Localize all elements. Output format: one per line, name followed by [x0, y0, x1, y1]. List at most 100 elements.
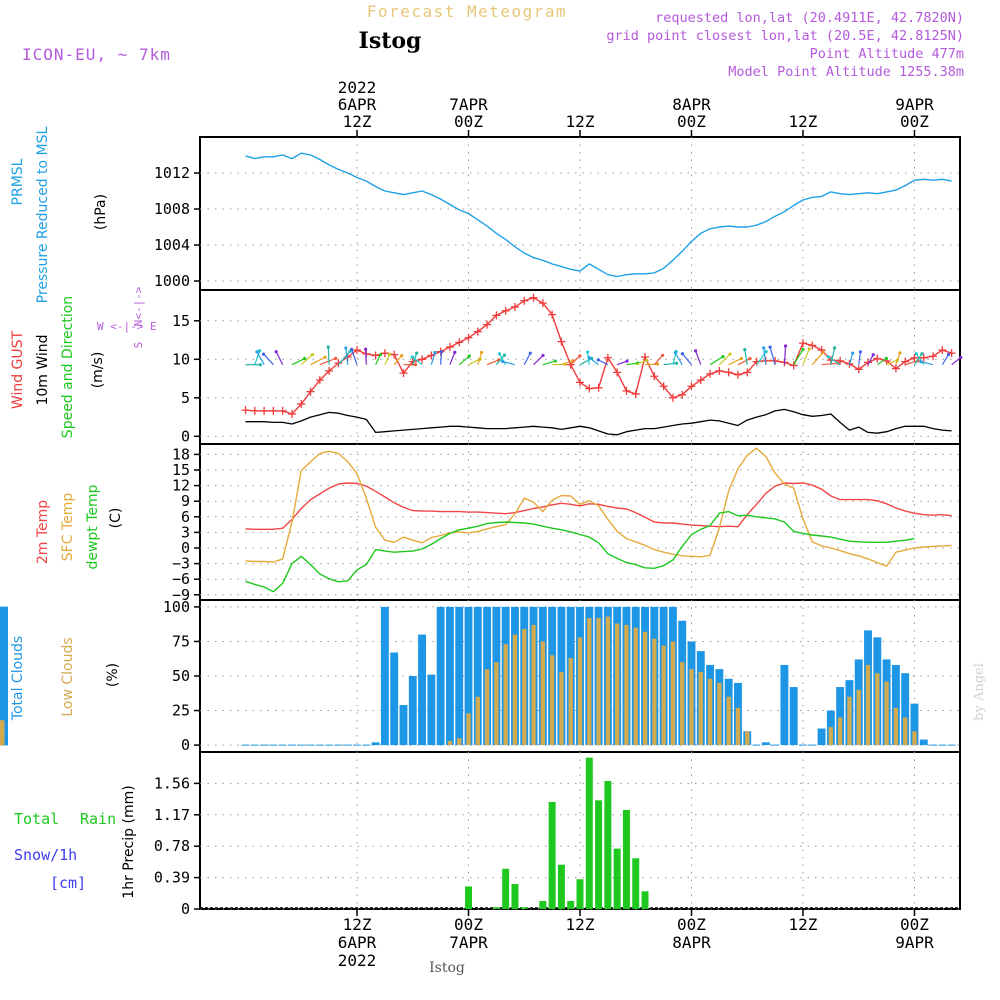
low-clouds-bar	[707, 678, 713, 746]
total-clouds-bar	[464, 606, 473, 746]
rain-bar	[539, 900, 547, 909]
wind-arrow-head	[344, 346, 348, 350]
x-tick-label-bottom: 6APR	[338, 933, 377, 952]
wind-arrow	[718, 353, 731, 366]
wind-arrow-head	[821, 350, 825, 354]
x-tick-label-top: 00Z	[677, 112, 706, 131]
rain-bar	[641, 891, 649, 909]
x-tick-label-bottom: 7APR	[449, 933, 488, 952]
gust-marker	[696, 376, 705, 385]
low-clouds-bar	[735, 707, 741, 746]
wind-arrow	[533, 355, 544, 366]
rain-bar	[613, 848, 621, 909]
wind-arrow-head	[388, 352, 392, 356]
model-label: ICON-EU, ~ 7km	[22, 45, 171, 64]
wind-arrow	[737, 358, 751, 366]
wind-arrow	[291, 357, 305, 366]
gust-marker	[678, 390, 687, 399]
y-tick-label: 18	[172, 445, 190, 463]
rain-bar	[548, 801, 556, 909]
low-clouds-bar	[494, 662, 499, 746]
y-tick-label: 9	[181, 492, 190, 510]
gust-marker	[445, 342, 454, 351]
low-clouds-bar	[624, 624, 629, 746]
y-tick-label: −3	[172, 555, 190, 573]
gust-marker	[743, 368, 752, 377]
wind-arrow-head	[721, 355, 725, 359]
gust-marker	[929, 352, 938, 361]
wind-arrow	[300, 354, 313, 366]
wind-arrow	[384, 353, 391, 365]
wind-arrow	[876, 357, 887, 366]
gust-marker	[260, 406, 269, 415]
x-tick-label-top: 12Z	[566, 112, 595, 131]
gust-marker	[287, 409, 296, 418]
low-clouds-bar	[531, 624, 536, 746]
y-tick-label: 1008	[154, 200, 190, 218]
x-tick-label-top: 12Z	[343, 112, 372, 131]
wind-arrow	[393, 355, 403, 366]
rain-bar	[492, 907, 500, 909]
low-clouds-bar	[837, 717, 843, 746]
low-clouds-bar	[884, 681, 889, 746]
gust-marker	[501, 306, 510, 315]
x-tick-label-bottom: 00Z	[677, 915, 706, 934]
wind-arrow-head	[783, 344, 788, 348]
wind-arrow	[905, 360, 919, 366]
total-clouds-label: Total Clouds	[10, 636, 26, 721]
y-tick-label: 1.17	[154, 806, 190, 824]
x-tick-label-bottom: 2022	[338, 951, 377, 970]
wind-arrow-head	[274, 350, 278, 354]
wind-arrow-head	[528, 351, 532, 355]
wind-arrow-head	[739, 356, 744, 361]
low-clouds-bar	[893, 707, 899, 746]
wind-arrow	[411, 356, 423, 366]
wind-arrow	[811, 351, 824, 366]
total-clouds-bar	[408, 676, 417, 746]
gust-line	[245, 297, 952, 415]
gust-marker	[594, 383, 603, 392]
grid-point-coords: grid point closest lon,lat (20.5E, 42.81…	[606, 28, 964, 44]
wind-arrow	[920, 361, 934, 366]
wind-arrow-head	[743, 348, 747, 352]
gust-marker	[306, 387, 315, 396]
wind-arrow-head	[914, 352, 918, 356]
wind-desc-label: Speed and Direction	[60, 296, 76, 438]
wind-arrow	[458, 355, 470, 366]
y-tick-label: 50	[172, 667, 190, 685]
y-tick-label: 10	[172, 350, 190, 368]
wind-arrow-head	[959, 355, 963, 360]
wind-arrow-head	[920, 352, 924, 356]
wind-arrow	[728, 357, 742, 366]
low-clouds-bar	[512, 634, 518, 746]
gust-marker	[557, 337, 566, 346]
low-clouds-bar	[698, 671, 703, 746]
wind-arrow	[588, 357, 599, 366]
gust-marker	[910, 353, 919, 362]
dewpt-line	[245, 510, 915, 593]
gust-marker	[919, 353, 928, 362]
wind-arrow-head	[801, 347, 805, 351]
wind-arrow-head	[578, 354, 582, 358]
wind-arrow	[523, 352, 531, 365]
wind-label: 10m Wind	[35, 334, 51, 405]
wind-arrow	[263, 353, 274, 366]
wind-arrow	[663, 362, 677, 366]
low-clouds-bar	[559, 671, 564, 746]
low-clouds-bar	[726, 696, 731, 746]
wind-arrow-head	[587, 355, 591, 360]
low-clouds-bar	[689, 669, 694, 746]
low-clouds-bar	[670, 641, 676, 746]
gust-marker	[510, 302, 519, 311]
total-clouds-bar	[780, 664, 789, 746]
svg-text:W <-|-> E: W <-|-> E	[97, 320, 157, 333]
wind-arrow-head	[261, 352, 266, 356]
y-tick-label: 0	[181, 736, 190, 754]
low-clouds-bar	[475, 696, 480, 746]
total-clouds-bar	[891, 664, 900, 746]
dewpt-label: dewpt Temp	[85, 484, 101, 569]
low-clouds-bar	[540, 641, 546, 746]
wind-arrow	[327, 346, 330, 365]
wind-arrow	[626, 362, 638, 366]
wind-arrow	[337, 351, 351, 366]
